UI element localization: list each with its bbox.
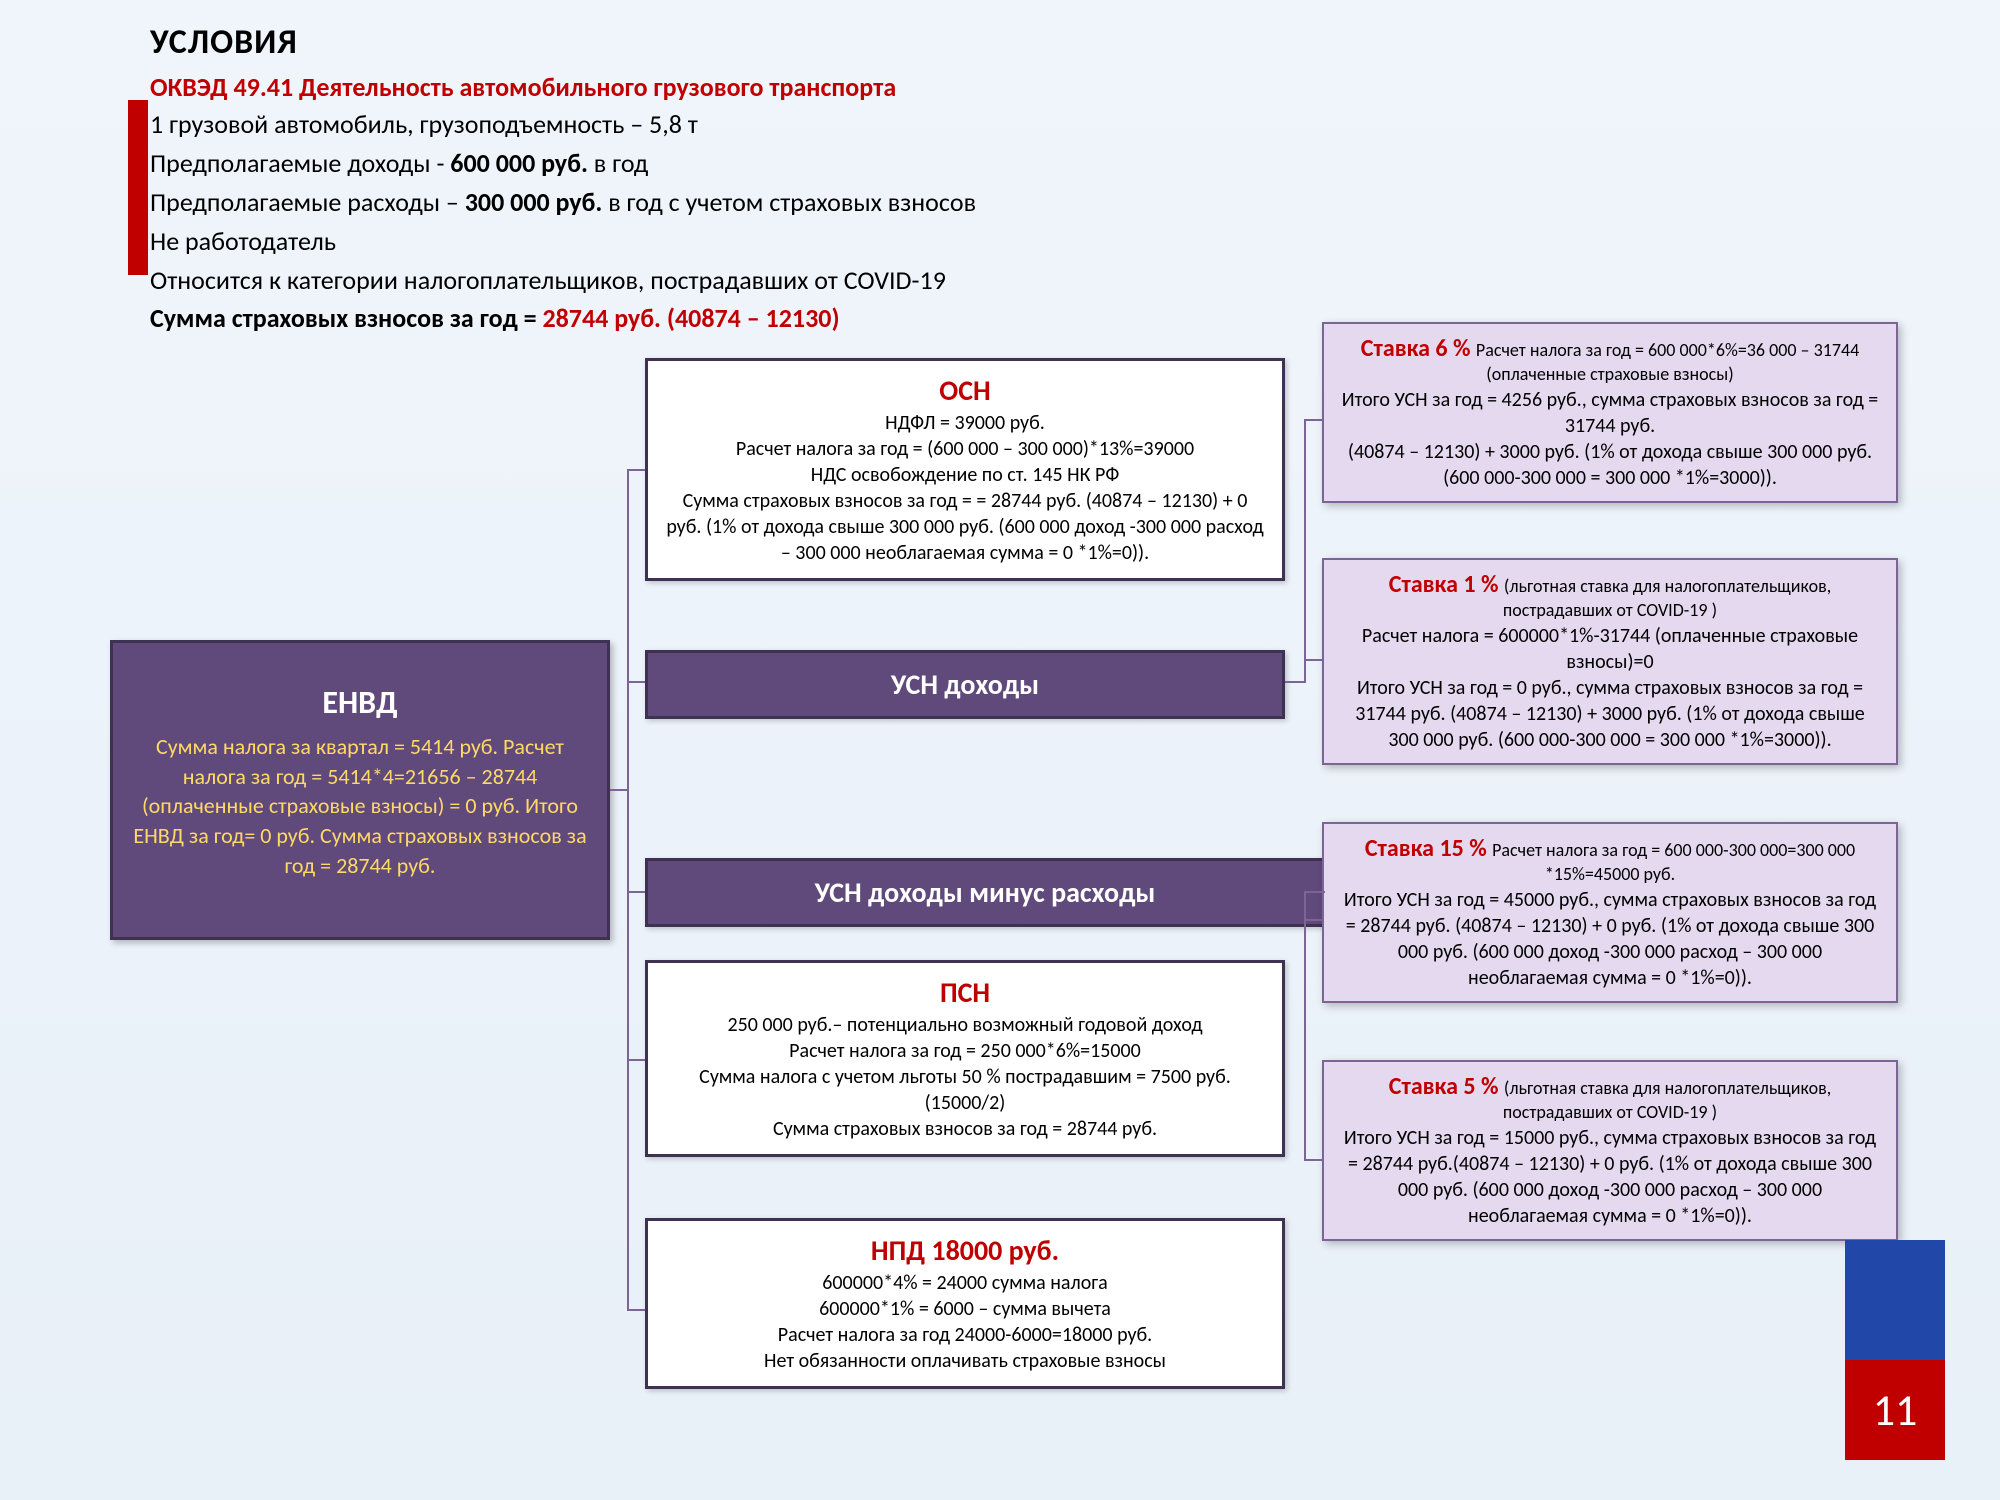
text: Предполагаемые расходы – (150, 186, 465, 218)
rate-15-subtitle: Расчет налога за год = 600 000-300 000=3… (1492, 839, 1855, 885)
rate-1-title: Ставка 1 % (1389, 570, 1504, 599)
npd-title: НПД 18000 руб. (666, 1233, 1264, 1268)
rate-5-title: Ставка 5 % (1389, 1072, 1504, 1101)
psn-body: 250 000 руб.– потенциально возможный год… (666, 1012, 1264, 1142)
usn-income-label: УСН доходы (645, 650, 1285, 719)
condition-line-2: Предполагаемые доходы - 600 000 руб. в г… (150, 146, 1350, 181)
condition-line-6: Сумма страховых взносов за год = 28744 р… (150, 302, 1350, 334)
psn-box: ПСН 250 000 руб.– потенциально возможный… (645, 960, 1285, 1157)
blue-accent-block (1845, 1240, 1945, 1360)
text: в год с учетом страховых взносов (602, 186, 976, 218)
rate-5-body: Итого УСН за год = 15000 руб., сумма стр… (1338, 1125, 1882, 1229)
usn-expense-label: УСН доходы минус расходы (645, 858, 1325, 927)
rate-1-subtitle: (льготная ставка для налогоплательщиков,… (1503, 575, 1831, 621)
okved-line: ОКВЭД 49.41 Деятельность автомобильного … (150, 71, 1350, 103)
rate-6-subtitle: Расчет налога за год = 600 000*6%=36 000… (1476, 339, 1859, 385)
text: Сумма страховых взносов за год = (150, 302, 542, 334)
usn-income-bar: УСН доходы (645, 650, 1285, 719)
rate-5-subtitle: (льготная ставка для налогоплательщиков,… (1503, 1077, 1831, 1123)
header-section: УСЛОВИЯ ОКВЭД 49.41 Деятельность автомоб… (150, 22, 1350, 334)
envd-box: ЕНВД Сумма налога за квартал = 5414 руб.… (110, 640, 610, 940)
page-title: УСЛОВИЯ (150, 22, 1350, 63)
rate-6-body: Итого УСН за год = 4256 руб., сумма стра… (1338, 387, 1882, 491)
rate-15-title: Ставка 15 % (1365, 834, 1492, 863)
usn-expense-bar: УСН доходы минус расходы (645, 858, 1325, 927)
envd-body: Сумма налога за квартал = 5414 руб. Расч… (133, 732, 587, 880)
osn-title: ОСН (666, 373, 1264, 408)
red-text: 28744 руб. (40874 – 12130) (542, 302, 839, 334)
envd-title: ЕНВД (133, 683, 587, 722)
osn-box: ОСН НДФЛ = 39000 руб.Расчет налога за го… (645, 358, 1285, 581)
rate-15-box: Ставка 15 % Расчет налога за год = 600 0… (1322, 822, 1898, 1021)
bold-text: 600 000 руб. (450, 147, 588, 179)
rate-15-body: Итого УСН за год = 45000 руб., сумма стр… (1338, 887, 1882, 991)
condition-line-4: Не работодатель (150, 224, 1350, 259)
osn-body: НДФЛ = 39000 руб.Расчет налога за год = … (666, 410, 1264, 566)
text: в год (588, 147, 648, 179)
rate-6-title: Ставка 6 % (1361, 334, 1476, 363)
condition-line-3: Предполагаемые расходы – 300 000 руб. в … (150, 185, 1350, 220)
npd-box: НПД 18000 руб. 600000*4% = 24000 сумма н… (645, 1218, 1285, 1389)
accent-red-bar (128, 100, 148, 275)
condition-line-1: 1 грузовой автомобиль, грузоподъемность … (150, 107, 1350, 142)
rate-1-box: Ставка 1 % (льготная ставка для налогопл… (1322, 558, 1898, 783)
rate-1-body: Расчет налога = 600000*1%-31744 (оплачен… (1338, 623, 1882, 753)
bold-text: 300 000 руб. (465, 186, 603, 218)
psn-title: ПСН (666, 975, 1264, 1010)
rate-5-box: Ставка 5 % (льготная ставка для налогопл… (1322, 1060, 1898, 1259)
npd-body: 600000*4% = 24000 сумма налога600000*1% … (666, 1270, 1264, 1374)
rate-6-box: Ставка 6 % Расчет налога за год = 600 00… (1322, 322, 1898, 521)
condition-line-5: Относится к категории налогоплательщиков… (150, 263, 1350, 298)
page-number: 11 (1845, 1360, 1945, 1460)
text: Предполагаемые доходы - (150, 147, 450, 179)
